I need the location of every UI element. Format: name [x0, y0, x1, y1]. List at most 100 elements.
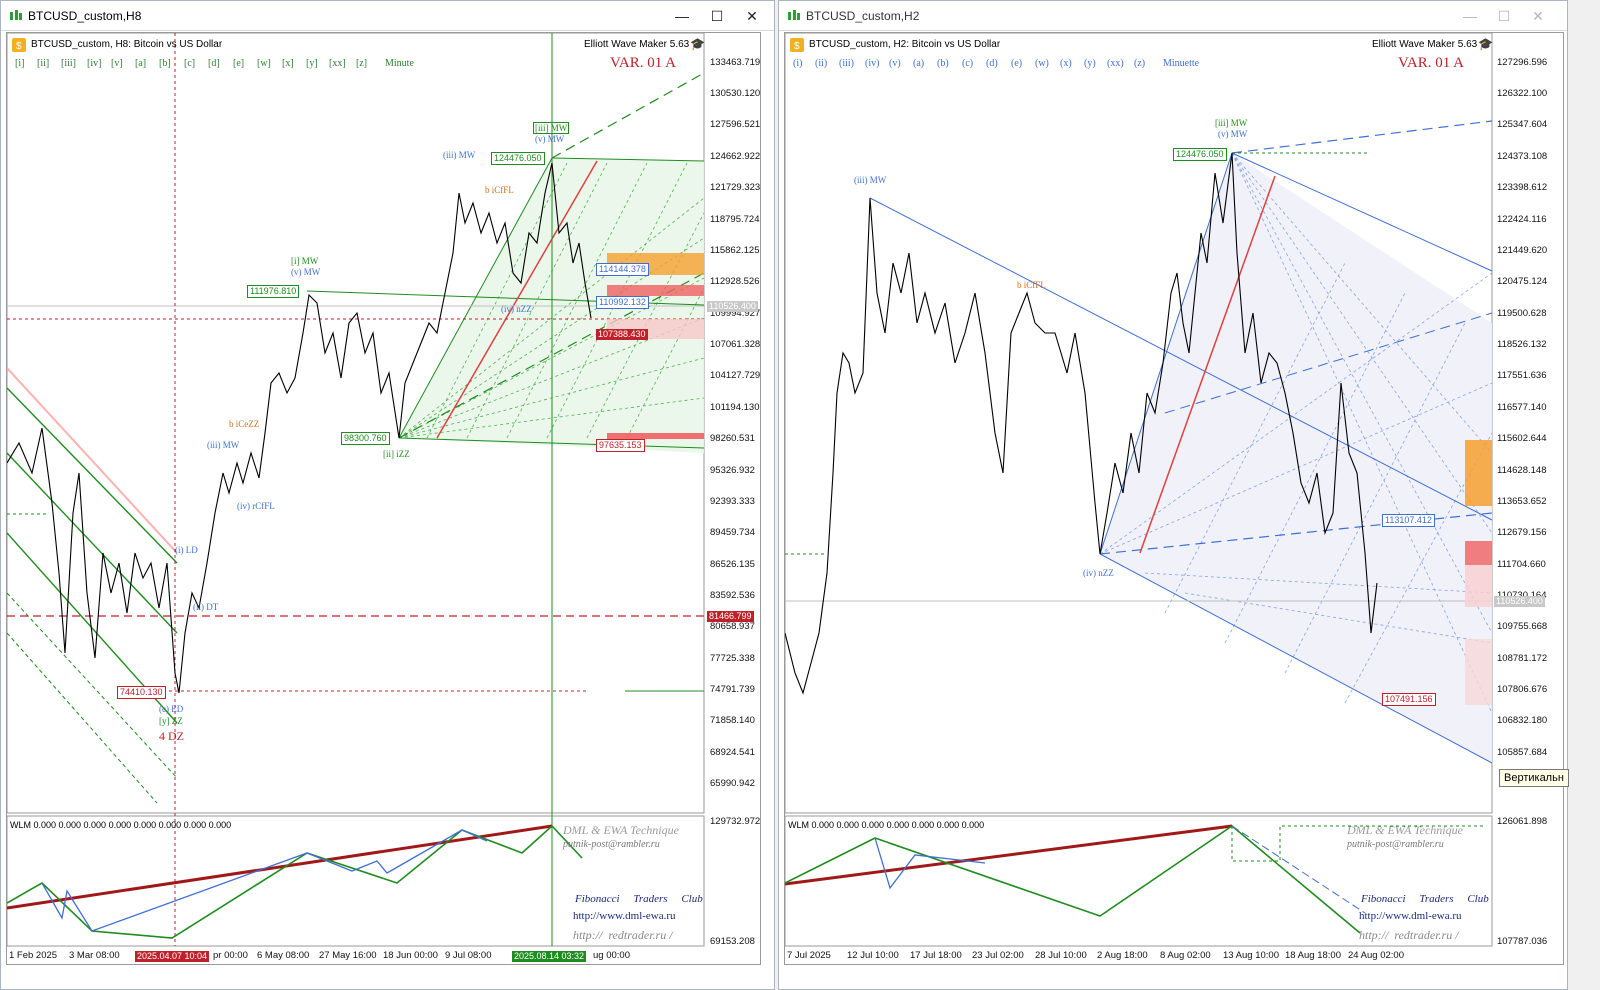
time-marker: 2025.08.14 03:32 [512, 951, 587, 962]
price-tick: 77725.338 [710, 653, 755, 664]
minimize-button[interactable]: — [675, 8, 689, 24]
wave-button[interactable]: [x] [282, 58, 294, 69]
wave-label: (iv) nZZ [1083, 568, 1114, 578]
indicator-tick: 129732.972 [710, 816, 761, 827]
wave-button[interactable]: (v) [889, 58, 901, 69]
price-tick: 98260.531 [710, 433, 755, 444]
wave-label: (v) MW [291, 267, 321, 277]
wave-degree-button[interactable]: Minute [385, 58, 414, 69]
wave-button[interactable]: (x) [1060, 58, 1072, 69]
wave-button[interactable]: (z) [1134, 58, 1146, 69]
wave-label: (i) LD [175, 545, 198, 555]
variant-label: VAR. 01 A [1398, 55, 1464, 71]
price-tick: 115862.125 [710, 245, 760, 256]
price-tick: 107061.328 [710, 339, 761, 350]
price-tick: 123398.612 [1497, 182, 1548, 193]
price-tick: 112679.156 [1497, 527, 1547, 538]
wave-button[interactable]: [xx] [329, 58, 346, 69]
wave-button[interactable]: [c] [184, 58, 196, 69]
wave-button[interactable]: (b) [937, 58, 949, 69]
ewm-label: Elliott Wave Maker 5.63 [584, 39, 690, 50]
wlm-indicator-label: WLM 0.000 0.000 0.000 0.000 0.000 0.000 … [10, 820, 232, 830]
right-title-bar[interactable]: BTCUSD_custom,H2 — ☐ ✕ [779, 1, 1567, 31]
wave-label: (ii) DT [193, 602, 219, 612]
price-tick: 120475.124 [1497, 276, 1548, 287]
credit-club: Fibonacci Traders Club [575, 893, 703, 905]
wave-button[interactable]: [y] [306, 58, 318, 69]
right-window-title: BTCUSD_custom,H2 [806, 9, 920, 23]
price-tick: 113653.652 [1497, 496, 1547, 507]
wave-button[interactable]: [a] [135, 58, 147, 69]
wave-button[interactable]: [d] [208, 58, 220, 69]
right-chart-window[interactable]: BTCUSD_custom,H2 — ☐ ✕ [778, 0, 1569, 990]
maximize-button[interactable]: ☐ [1497, 8, 1511, 24]
time-tick: 3 Mar 08:00 [69, 950, 120, 961]
wave-button[interactable]: [v] [111, 58, 123, 69]
time-tick: 2 Aug 18:00 [1097, 950, 1148, 961]
price-tick: 118795.724 [710, 214, 760, 225]
price-tick: 112928.526 [710, 276, 760, 287]
price-tick: 71858.140 [710, 715, 755, 726]
price-tick: 74791.739 [710, 684, 755, 695]
wave-label: 4 DZ [159, 729, 184, 743]
wave-button[interactable]: (xx) [1107, 58, 1124, 69]
graduation-cap-icon[interactable]: 🎓 [690, 37, 705, 51]
wave-label: (c) ED [159, 704, 184, 714]
wave-button[interactable]: (i) [793, 58, 803, 69]
left-price-chart[interactable]: $ BTCUSD_custom, H8: Bitcoin vs US Dolla… [6, 32, 761, 965]
wave-label: [iii] MW [533, 122, 570, 134]
wave-button[interactable]: [b] [159, 58, 171, 69]
wave-label: (v) MW [1218, 129, 1248, 139]
wave-button[interactable]: [e] [233, 58, 245, 69]
price-tick: 117551.636 [1497, 370, 1547, 381]
price-level-tag: 97635.153 [596, 439, 645, 452]
wave-button[interactable]: (iii) [839, 58, 854, 69]
wave-button[interactable]: (c) [962, 58, 974, 69]
time-marker: 2025.04.07 10:04 [135, 951, 210, 962]
price-tick: 105857.684 [1497, 747, 1548, 758]
wave-button[interactable]: [i] [15, 58, 25, 69]
wave-button[interactable]: [z] [356, 58, 368, 69]
price-tick: 86526.135 [710, 559, 755, 570]
wave-button[interactable]: [iv] [87, 58, 102, 69]
price-level-tag: 124476.050 [491, 152, 545, 165]
price-tick: 121449.620 [1497, 245, 1548, 256]
wave-button[interactable]: (a) [913, 58, 925, 69]
wave-button[interactable]: (y) [1084, 58, 1096, 69]
svg-text:$: $ [16, 41, 22, 52]
wave-label: [y] ZZ [159, 716, 183, 726]
right-price-chart[interactable]: $ BTCUSD_custom, H2: Bitcoin vs US Dolla… [784, 32, 1569, 965]
time-tick: 1 Feb 2025 [9, 950, 58, 961]
price-tick: 107806.676 [1497, 684, 1548, 695]
price-tick: 104127.729 [710, 370, 761, 381]
wave-button[interactable]: (d) [986, 58, 998, 69]
wave-button[interactable]: (e) [1011, 58, 1023, 69]
current-price-tag: 110526.400 [1494, 596, 1545, 607]
price-tick: 101194.130 [710, 402, 760, 413]
wave-button[interactable]: (w) [1035, 58, 1049, 69]
wave-button[interactable]: (ii) [815, 58, 828, 69]
wave-button[interactable]: [w] [257, 58, 271, 69]
credit-club: Fibonacci Traders Club [1361, 893, 1489, 905]
price-tick: 110730.164 [1497, 590, 1547, 601]
time-tick: 13 Aug 10:00 [1223, 950, 1279, 961]
minimize-button[interactable]: — [1463, 8, 1477, 24]
time-tick: 17 Jul 18:00 [910, 950, 962, 961]
wave-button[interactable]: [iii] [61, 58, 76, 69]
maximize-button[interactable]: ☐ [710, 8, 724, 24]
credit-site1: http://www.dml-ewa.ru [1359, 910, 1462, 922]
left-chart-window[interactable]: BTCUSD_custom,H8 — ☐ ✕ [0, 0, 775, 990]
credit-dml: DML & EWA Technique [1347, 823, 1463, 837]
graduation-cap-icon[interactable]: 🎓 [1478, 37, 1493, 51]
wave-button[interactable]: [ii] [37, 58, 50, 69]
price-tick: 116577.140 [1497, 402, 1547, 413]
price-tick: 83592.536 [710, 590, 755, 601]
price-tick: 109755.668 [1497, 621, 1548, 632]
price-tick: 106832.180 [1497, 715, 1548, 726]
left-title-bar[interactable]: BTCUSD_custom,H8 — ☐ ✕ [1, 1, 774, 31]
wave-degree-button[interactable]: Minuette [1163, 58, 1200, 69]
close-button[interactable]: ✕ [1532, 8, 1544, 24]
close-button[interactable]: ✕ [746, 8, 758, 24]
wave-button[interactable]: (iv) [865, 58, 880, 69]
price-tick: 122424.116 [1497, 214, 1547, 225]
